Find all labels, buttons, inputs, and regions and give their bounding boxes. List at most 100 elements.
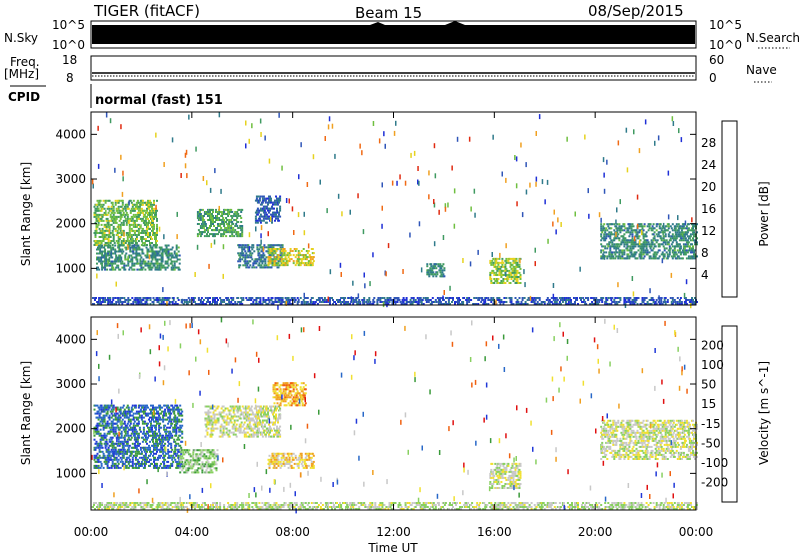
velocity-data-cell bbox=[126, 440, 129, 443]
power-data-cell bbox=[99, 301, 102, 303]
power-data-cell bbox=[155, 211, 157, 214]
power-data-cell bbox=[635, 297, 638, 299]
power-data-cell bbox=[176, 303, 179, 305]
power-data-cell bbox=[430, 265, 433, 268]
power-data-cell bbox=[245, 266, 248, 269]
power-data-cell bbox=[643, 299, 646, 301]
velocity-data-cell bbox=[116, 406, 119, 409]
power-data-cell bbox=[178, 258, 181, 261]
power-data-cell bbox=[497, 267, 500, 270]
power-data-cell bbox=[606, 229, 609, 232]
power-data-cell bbox=[111, 260, 114, 263]
power-data-cell bbox=[623, 245, 626, 248]
velocity-data-cell bbox=[115, 456, 118, 459]
power-data-cell bbox=[629, 245, 632, 248]
velocity-data-cell bbox=[111, 440, 114, 443]
power-data-cell bbox=[193, 297, 196, 299]
power-data-cell bbox=[178, 268, 181, 271]
power-data-cell bbox=[272, 250, 275, 252]
power-data-cell bbox=[602, 297, 605, 299]
power-data-cell bbox=[608, 251, 611, 254]
power-data-cell bbox=[618, 239, 621, 242]
power-data-cell bbox=[223, 225, 226, 227]
velocity-data-cell bbox=[98, 444, 101, 447]
power-data-cell bbox=[292, 254, 295, 257]
power-data-cell bbox=[627, 239, 630, 242]
power-data-cell bbox=[412, 299, 415, 301]
power-data-cell bbox=[122, 213, 125, 216]
power-data-cell bbox=[412, 297, 415, 299]
velocity-data-cell bbox=[133, 434, 136, 437]
velocity-data-cell bbox=[133, 416, 136, 419]
power-data-cell bbox=[277, 262, 280, 265]
power-data-cell bbox=[629, 255, 632, 258]
power-data-cell bbox=[159, 248, 162, 251]
power-data-cell bbox=[505, 301, 508, 303]
power-data-cell bbox=[306, 252, 309, 255]
power-data-cell bbox=[220, 227, 223, 229]
power-data-cell bbox=[484, 297, 487, 299]
power-data-cell bbox=[247, 256, 250, 259]
power-data-cell bbox=[593, 297, 596, 299]
power-data-cell bbox=[114, 219, 117, 222]
power-data-cell bbox=[130, 223, 133, 226]
power-data-cell bbox=[169, 301, 172, 303]
power-data-cell bbox=[132, 240, 135, 242]
power-data-cell bbox=[186, 303, 189, 305]
power-data-cell bbox=[202, 176, 205, 181]
velocity-data-cell bbox=[103, 454, 106, 457]
velocity-data-cell bbox=[134, 412, 137, 415]
power-data-cell bbox=[552, 221, 554, 227]
power-data-cell bbox=[502, 261, 505, 264]
power-data-cell bbox=[268, 215, 270, 218]
velocity-data-cell bbox=[124, 410, 127, 413]
power-data-cell bbox=[120, 240, 123, 242]
power-data-cell bbox=[264, 301, 267, 303]
power-data-cell bbox=[580, 297, 582, 299]
power-data-cell bbox=[276, 209, 278, 212]
power-data-cell bbox=[651, 249, 654, 252]
power-data-cell bbox=[641, 299, 644, 301]
power-data-cell bbox=[150, 260, 153, 263]
power-data-cell bbox=[223, 219, 226, 221]
power-data-cell bbox=[692, 301, 694, 303]
power-data-cell bbox=[274, 256, 277, 259]
power-data-cell bbox=[255, 266, 258, 269]
power-data-cell bbox=[516, 263, 519, 266]
power-data-cell bbox=[623, 243, 626, 246]
power-data-cell bbox=[168, 254, 171, 257]
power-data-cell bbox=[255, 301, 258, 303]
power-data-cell bbox=[367, 301, 370, 303]
power-data-cell bbox=[621, 229, 624, 232]
power-data-cell bbox=[125, 211, 128, 214]
power-data-cell bbox=[180, 173, 182, 178]
power-data-cell bbox=[227, 229, 230, 232]
power-data-cell bbox=[143, 213, 146, 216]
power-data-cell bbox=[155, 246, 158, 249]
velocity-data-cell bbox=[106, 432, 109, 435]
power-data-cell bbox=[280, 258, 283, 261]
power-data-cell bbox=[262, 195, 265, 198]
power-data-cell bbox=[504, 265, 507, 268]
power-data-cell bbox=[288, 198, 290, 204]
velocity-data-cell bbox=[134, 436, 137, 439]
power-data-cell bbox=[127, 219, 130, 222]
power-data-cell bbox=[616, 229, 619, 232]
power-data-cell bbox=[475, 297, 478, 299]
power-data-cell bbox=[163, 299, 166, 301]
power-data-cell bbox=[267, 244, 270, 247]
power-data-cell bbox=[379, 297, 382, 299]
power-data-cell bbox=[543, 303, 546, 305]
power-data-cell bbox=[202, 227, 205, 229]
power-data-cell bbox=[140, 264, 143, 267]
velocity-data-cell bbox=[131, 408, 134, 411]
power-data-cell bbox=[139, 217, 142, 220]
power-data-cell bbox=[650, 245, 653, 248]
power-data-cell bbox=[275, 301, 278, 303]
power-data-cell bbox=[97, 223, 100, 226]
power-data-cell bbox=[217, 219, 219, 221]
velocity-data-cell bbox=[108, 430, 111, 433]
power-data-cell bbox=[671, 297, 674, 299]
power-data-cell bbox=[149, 227, 151, 230]
power-data-cell bbox=[278, 112, 280, 118]
